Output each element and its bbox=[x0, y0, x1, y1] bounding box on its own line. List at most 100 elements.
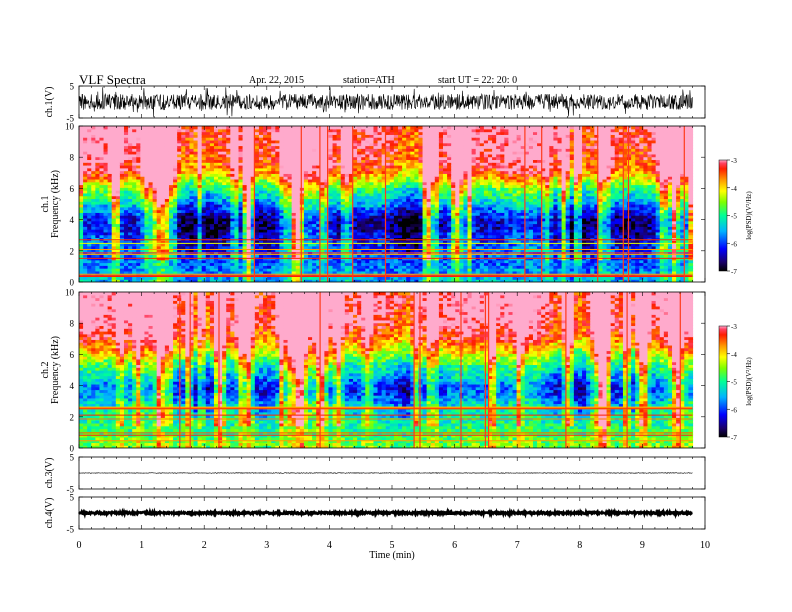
spectrogram-cell bbox=[299, 128, 305, 133]
spectrogram-cell bbox=[303, 167, 309, 172]
spectrogram-cell bbox=[246, 190, 252, 194]
spectrogram-cell bbox=[83, 187, 88, 191]
spectrogram-cell bbox=[426, 215, 432, 219]
spectrogram-cell bbox=[299, 159, 305, 163]
spectrogram-cell bbox=[79, 128, 84, 133]
spectrogram-cell bbox=[152, 268, 158, 272]
spectrogram-cell bbox=[328, 268, 334, 272]
spectrogram-cell bbox=[434, 187, 440, 191]
spectrogram-cell bbox=[430, 195, 436, 200]
spectrogram-cell bbox=[177, 204, 182, 208]
spectrogram-cell bbox=[353, 198, 358, 202]
spectrogram-cell bbox=[418, 151, 424, 155]
spectrogram-cell bbox=[160, 139, 166, 144]
spectrogram-cell bbox=[426, 204, 432, 208]
spectrogram-cell bbox=[136, 126, 141, 130]
spectrogram-cell bbox=[83, 270, 88, 275]
spectrogram-cell bbox=[238, 142, 244, 147]
spectrogram-cell bbox=[111, 231, 117, 236]
spectrogram-cell bbox=[295, 279, 301, 282]
spectrogram-cell bbox=[303, 126, 309, 130]
spectrogram-cell bbox=[434, 190, 440, 194]
spectrogram-cell bbox=[324, 187, 330, 191]
spectrogram-cell bbox=[238, 276, 244, 280]
spectrogram-cell bbox=[426, 212, 432, 216]
spectrogram-cell bbox=[426, 268, 432, 272]
spectrogram-cell bbox=[87, 142, 92, 147]
spectrogram-cell bbox=[181, 137, 186, 141]
spectrogram-cell bbox=[218, 243, 223, 247]
spectrogram-cell bbox=[291, 217, 297, 222]
spectrogram-cell bbox=[385, 156, 391, 161]
spectrogram-cell bbox=[209, 217, 215, 222]
spectrogram-cell bbox=[164, 204, 170, 208]
spectrogram-cell bbox=[332, 195, 338, 200]
spectrogram-cell bbox=[173, 156, 178, 161]
spectrogram-cell bbox=[381, 212, 387, 216]
spectrogram-cell bbox=[418, 145, 424, 149]
spectrogram-cell bbox=[140, 223, 146, 227]
spectrogram-cell bbox=[197, 176, 203, 180]
spectrogram-cell bbox=[275, 259, 280, 264]
spectrogram-cell bbox=[119, 137, 125, 141]
spectrogram-cell bbox=[353, 173, 358, 177]
spectrogram-cell bbox=[426, 126, 432, 130]
spectrogram-cell bbox=[291, 195, 297, 200]
spectrogram-cell bbox=[213, 209, 219, 213]
spectrogram-cell bbox=[389, 229, 395, 233]
spectrogram-cell bbox=[132, 187, 137, 191]
spectrogram-cell bbox=[365, 137, 370, 141]
spectrogram-cell bbox=[152, 170, 158, 174]
spectrogram-cell bbox=[348, 209, 354, 213]
spectrogram-cell bbox=[111, 276, 117, 280]
spectrogram-cell bbox=[123, 142, 129, 147]
spectrogram-cell bbox=[107, 270, 113, 275]
spectrogram-cell bbox=[324, 137, 330, 141]
spectrogram-cell bbox=[426, 243, 432, 247]
spectrogram-cell bbox=[115, 240, 121, 244]
spectrogram-cell bbox=[308, 126, 313, 130]
spectrogram-cell bbox=[418, 248, 424, 252]
spectrogram-cell bbox=[308, 243, 313, 247]
spectrogram-cell bbox=[332, 209, 338, 213]
spectrogram-cell bbox=[414, 268, 420, 272]
spectrogram-cell bbox=[83, 128, 88, 133]
spectrogram-cell bbox=[357, 159, 362, 163]
spectrogram-cell bbox=[414, 128, 420, 133]
spectrogram-cell bbox=[123, 254, 129, 258]
spectrogram-cell bbox=[406, 153, 411, 158]
spectrogram-cell bbox=[238, 223, 244, 227]
spectrogram-cell bbox=[91, 268, 96, 272]
spectrogram-cell bbox=[230, 159, 236, 163]
spectrogram-cell bbox=[406, 134, 411, 138]
spectrogram-cell bbox=[197, 254, 203, 258]
spectrogram-cell bbox=[181, 217, 186, 222]
spectrogram-cell bbox=[156, 217, 162, 222]
spectrogram-cell bbox=[308, 248, 313, 252]
spectrogram-cell bbox=[348, 201, 354, 205]
spectrogram-cell bbox=[328, 173, 334, 177]
spectrogram-cell bbox=[238, 201, 244, 205]
spectrogram-cell bbox=[132, 240, 137, 244]
spectrogram-cell bbox=[140, 145, 146, 149]
spectrogram-cell bbox=[181, 198, 186, 202]
spectrogram-cell bbox=[332, 178, 338, 183]
spectrogram-cell bbox=[385, 192, 391, 197]
spectrogram-cell bbox=[160, 165, 166, 169]
spectrogram-cell bbox=[222, 223, 227, 227]
spectrogram-cell bbox=[177, 201, 182, 205]
spectrogram-cell bbox=[160, 212, 166, 216]
spectrogram-cell bbox=[357, 212, 362, 216]
spectrogram-cell bbox=[344, 131, 350, 135]
spectrogram-cell bbox=[91, 279, 96, 282]
spectrogram-cell bbox=[295, 226, 301, 230]
spectrogram-cell bbox=[218, 248, 223, 252]
spectrogram-cell bbox=[426, 237, 432, 241]
spectrogram-cell bbox=[332, 145, 338, 149]
spectrogram-cell bbox=[238, 198, 244, 202]
spectrogram-cell bbox=[152, 134, 158, 138]
spectrogram-cell bbox=[414, 262, 420, 266]
spectrogram-cell bbox=[377, 245, 383, 250]
spectrogram-cell bbox=[230, 192, 236, 197]
spectrogram-cell bbox=[87, 254, 92, 258]
